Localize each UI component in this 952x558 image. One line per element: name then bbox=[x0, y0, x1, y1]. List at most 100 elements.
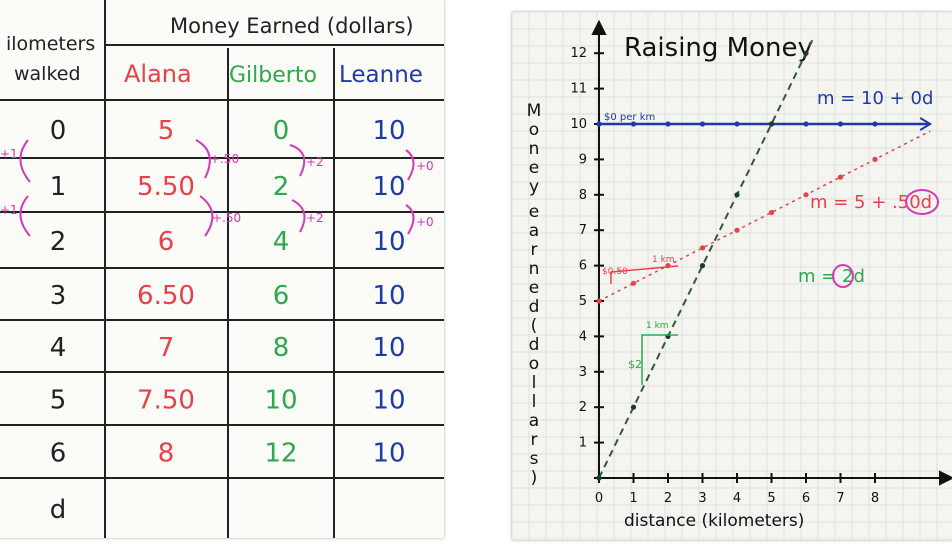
x-tick-label: 8 bbox=[871, 491, 879, 506]
leanne-step-label-1: +0 bbox=[416, 159, 434, 173]
y-tick-label: 1 bbox=[579, 436, 587, 451]
km-arrow-1 bbox=[19, 139, 31, 183]
y-axis-label-letter: a bbox=[529, 411, 539, 431]
cell-alana-row-2: 6 bbox=[158, 227, 175, 257]
y-axis-label-letter: y bbox=[529, 177, 539, 197]
y-axis-label-letter: s bbox=[530, 449, 539, 469]
x-tick-label: 5 bbox=[767, 491, 775, 506]
y-tick-label: 9 bbox=[579, 152, 587, 167]
point-alana-7 bbox=[837, 174, 844, 180]
point-leanne-3 bbox=[699, 121, 706, 127]
y-axis-label-letter: e bbox=[529, 202, 539, 222]
header-alana: Alana bbox=[124, 60, 192, 88]
point-alana-0 bbox=[596, 298, 602, 304]
km-arrow-2 bbox=[19, 195, 31, 237]
y-axis-label-letter: l bbox=[532, 373, 537, 393]
cell-leanne-row-4: 10 bbox=[372, 333, 405, 363]
x-tick-label: 4 bbox=[733, 491, 741, 506]
point-alana-5 bbox=[768, 209, 775, 216]
point-leanne-2 bbox=[665, 121, 671, 127]
y-axis-label-letter: e bbox=[529, 158, 539, 178]
y-tick-label: 11 bbox=[570, 82, 587, 97]
y-tick-label: 6 bbox=[579, 259, 587, 274]
gilberto-arrow-2 bbox=[291, 199, 306, 233]
graph-title: Raising Money bbox=[624, 33, 813, 63]
step-labels: +1 +1 +.50 +.50 +2 +2 +0 +0 bbox=[0, 147, 434, 229]
y-tick-label: 12 bbox=[570, 46, 587, 61]
header-km-line2: walked bbox=[14, 63, 81, 85]
cell-leanne-row-3: 10 bbox=[372, 281, 405, 311]
cell-gilberto-row-2: 4 bbox=[273, 227, 290, 257]
x-axis-label: distance (kilometers) bbox=[624, 511, 804, 531]
cell-gilberto-row-4: 8 bbox=[273, 333, 290, 363]
note-gilberto-rate-y: $2 bbox=[628, 358, 642, 371]
series-line-gilberto bbox=[598, 38, 814, 479]
x-axis-arrow bbox=[939, 470, 952, 486]
equation-alana: m = 5 + .50d bbox=[810, 192, 932, 213]
cell-gilberto-row-3: 6 bbox=[273, 281, 290, 311]
equation-gilberto: m = 2d bbox=[798, 266, 865, 287]
y-axis-label-letter: n bbox=[529, 259, 540, 279]
y-axis-label-letter: ) bbox=[531, 468, 538, 488]
cell-alana-row-3: 6.50 bbox=[137, 281, 195, 311]
header-leanne: Leanne bbox=[339, 62, 423, 88]
cell-leanne-row-2: 10 bbox=[372, 227, 405, 257]
cell-alana-row-4: 7 bbox=[158, 333, 175, 363]
header-gilberto: Gilberto bbox=[229, 63, 317, 88]
point-leanne-1 bbox=[630, 121, 637, 127]
cell-km-row-5: 5 bbox=[50, 386, 67, 416]
y-axis-label-letter: r bbox=[531, 430, 538, 450]
alana-step-label-2: +.50 bbox=[212, 211, 241, 225]
alana-slope-triangle bbox=[610, 265, 679, 284]
x-tick-label: 2 bbox=[664, 491, 672, 506]
x-tick-label: 3 bbox=[698, 491, 706, 506]
equation-leanne: m = 10 + 0d bbox=[817, 88, 933, 109]
gilberto-rate-circle bbox=[832, 264, 854, 288]
money-table: ilometers walked Money Earned (dollars) … bbox=[0, 0, 444, 538]
cell-alana-row-1: 5.50 bbox=[137, 172, 195, 202]
cell-gilberto-row-0: 0 bbox=[273, 116, 290, 146]
cell-gilberto-row-1: 2 bbox=[273, 172, 290, 202]
point-gilberto-3 bbox=[699, 263, 706, 269]
x-tick-label: 6 bbox=[802, 491, 810, 506]
x-tick-label: 1 bbox=[629, 491, 637, 506]
km-step-label-2: +1 bbox=[0, 203, 18, 217]
y-axis-label-letter: d bbox=[529, 297, 540, 317]
point-alana-1 bbox=[630, 280, 637, 286]
leanne-arrow-1 bbox=[405, 149, 415, 181]
point-leanne-4 bbox=[734, 121, 740, 127]
y-axis-label-letter: r bbox=[531, 240, 538, 260]
gilberto-step-label-1: +2 bbox=[306, 155, 324, 169]
y-tick-label: 2 bbox=[579, 400, 587, 415]
y-axis-label-letter: M bbox=[527, 101, 542, 121]
y-tick-label: 8 bbox=[579, 188, 587, 203]
cell-alana-row-0: 5 bbox=[158, 116, 175, 146]
table-poster: ilometers walked Money Earned (dollars) … bbox=[0, 0, 444, 538]
alana-rate-circle bbox=[905, 189, 939, 215]
cell-leanne-row-0: 10 bbox=[372, 116, 405, 146]
point-alana-6 bbox=[803, 192, 809, 198]
point-gilberto-6 bbox=[803, 50, 809, 56]
cell-km-row-1: 1 bbox=[50, 172, 67, 202]
cell-km-row-0: 0 bbox=[50, 116, 67, 146]
note-leanne-rate: $0 per km bbox=[604, 112, 655, 123]
cell-gilberto-row-5: 10 bbox=[264, 386, 297, 416]
y-axis-label-letter: ( bbox=[531, 316, 538, 336]
x-tick-label: 7 bbox=[836, 491, 844, 506]
y-axis-label-letter: e bbox=[529, 278, 539, 298]
cell-alana-row-6: 8 bbox=[158, 439, 175, 469]
y-axis-label-letter: o bbox=[529, 120, 539, 140]
alana-arrow-1 bbox=[195, 139, 211, 179]
gilberto-slope-triangle bbox=[641, 334, 678, 385]
y-tick-label: 7 bbox=[579, 223, 587, 238]
table-grid bbox=[0, 0, 444, 538]
step-arrows bbox=[19, 139, 415, 237]
cell-km-row-3: 3 bbox=[50, 281, 67, 311]
cell-leanne-row-1: 10 bbox=[372, 172, 405, 202]
alana-step-label-1: +.50 bbox=[210, 152, 239, 166]
paper-grid bbox=[512, 12, 952, 540]
y-axis-label-letter: a bbox=[529, 221, 539, 241]
leanne-arrowhead bbox=[919, 117, 933, 131]
